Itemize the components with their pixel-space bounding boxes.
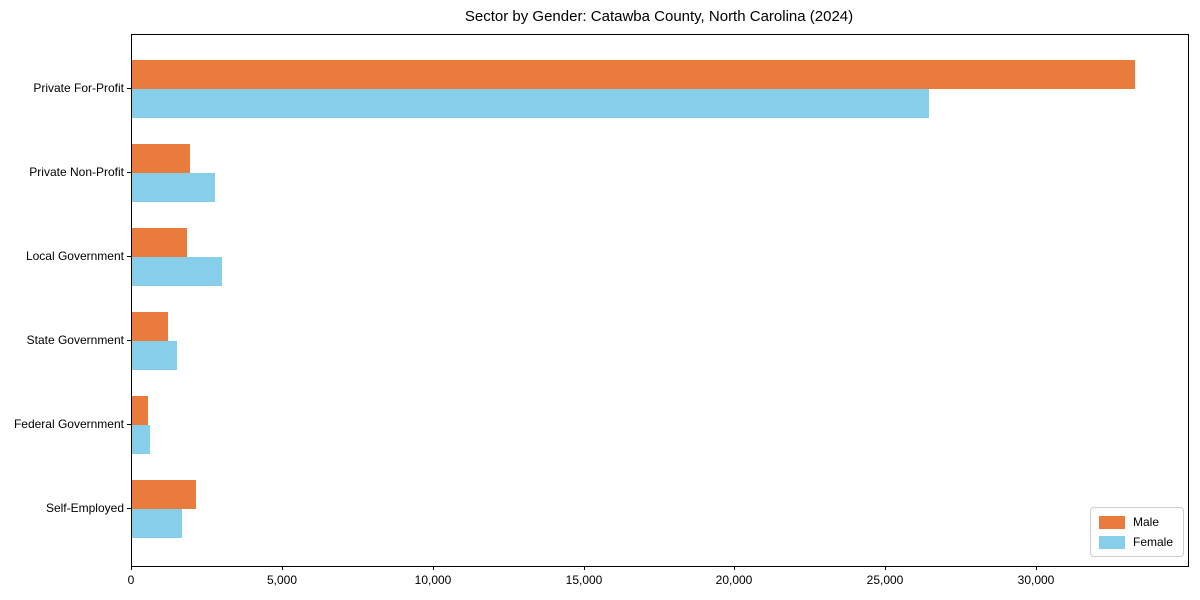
y-axis-label-self-employed: Self-Employed — [45, 501, 124, 515]
y-tick-mark — [127, 88, 131, 89]
y-axis-label-federal-government: Federal Government — [13, 417, 124, 431]
bar-male-private-for-profit — [132, 60, 1135, 89]
x-tick-label-20-000: 20,000 — [715, 573, 753, 587]
x-tick-mark — [282, 566, 283, 570]
bar-female-self-employed — [132, 509, 182, 538]
plot-area — [131, 34, 1189, 567]
y-axis-label-private-for-profit: Private For-Profit — [33, 81, 124, 95]
bar-female-private-non-profit — [132, 173, 215, 202]
legend-entry-female: Female — [1099, 535, 1173, 549]
bar-male-local-government — [132, 228, 187, 257]
x-tick-label-25-000: 25,000 — [866, 573, 904, 587]
y-axis-label-private-non-profit: Private Non-Profit — [29, 165, 124, 179]
bar-female-local-government — [132, 257, 222, 286]
y-tick-mark — [127, 508, 131, 509]
legend-entry-male: Male — [1099, 515, 1173, 529]
x-tick-label-0: 0 — [127, 573, 135, 587]
y-axis-label-local-government: Local Government — [25, 249, 124, 263]
legend-swatch-male-icon — [1099, 515, 1125, 529]
bar-female-private-for-profit — [132, 89, 929, 118]
legend-swatch-female-icon — [1099, 535, 1125, 549]
bar-male-federal-government — [132, 396, 148, 425]
x-tick-mark — [734, 566, 735, 570]
x-tick-label-5-000: 5,000 — [266, 573, 298, 587]
y-axis-label-state-government: State Government — [26, 333, 124, 347]
x-tick-mark — [131, 566, 132, 570]
x-tick-label-10-000: 10,000 — [414, 573, 452, 587]
x-tick-mark — [1036, 566, 1037, 570]
legend-label-male: Male — [1133, 515, 1160, 529]
x-tick-mark — [433, 566, 434, 570]
y-tick-mark — [127, 424, 131, 425]
bar-male-self-employed — [132, 480, 196, 509]
chart-title: Sector by Gender: Catawba County, North … — [464, 8, 854, 25]
x-tick-mark — [584, 566, 585, 570]
x-tick-label-30-000: 30,000 — [1017, 573, 1055, 587]
y-tick-mark — [127, 256, 131, 257]
legend-label-female: Female — [1133, 535, 1174, 549]
bar-female-state-government — [132, 341, 177, 370]
y-tick-mark — [127, 172, 131, 173]
bar-male-private-non-profit — [132, 144, 190, 173]
x-tick-label-15-000: 15,000 — [565, 573, 603, 587]
y-tick-mark — [127, 340, 131, 341]
bar-male-state-government — [132, 312, 168, 341]
bar-female-federal-government — [132, 425, 150, 454]
legend: Male Female — [1090, 507, 1185, 557]
x-tick-mark — [885, 566, 886, 570]
